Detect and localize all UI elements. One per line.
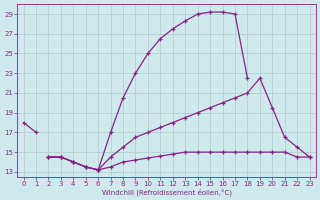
X-axis label: Windchill (Refroidissement éolien,°C): Windchill (Refroidissement éolien,°C) bbox=[101, 188, 232, 196]
